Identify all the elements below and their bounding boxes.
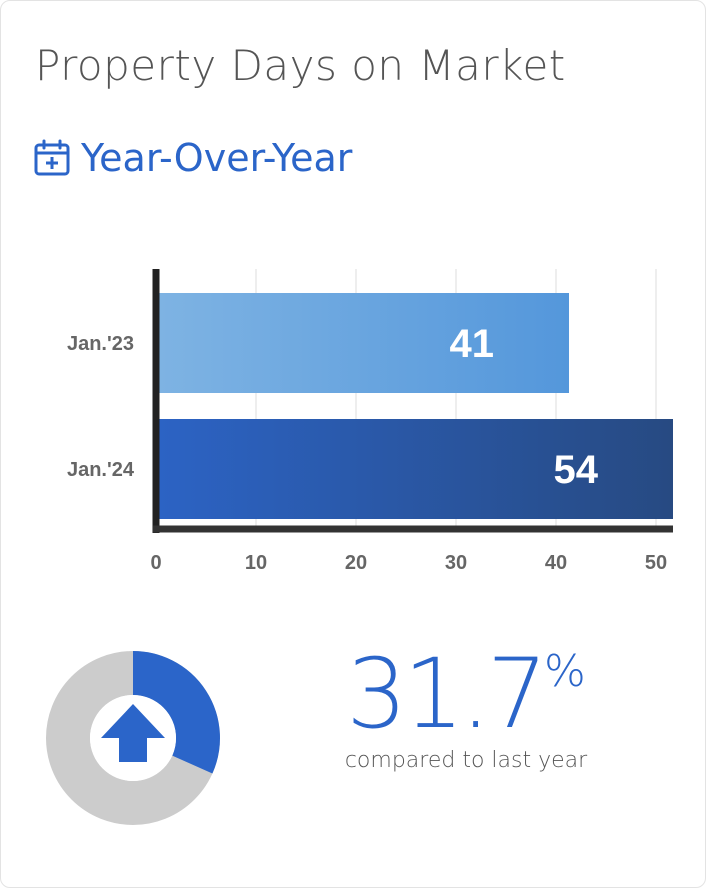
bar-value-label: 54 — [554, 448, 599, 492]
change-donut — [46, 651, 220, 825]
bar-chart: 0 10 20 30 40 50 Jan.'23 41 Jan.'24 54 — [67, 269, 673, 574]
percent-value-row: 31.7% — [331, 646, 601, 742]
bar — [159, 419, 673, 519]
percent-sign: % — [543, 646, 586, 697]
percent-value: 31.7 — [346, 638, 548, 750]
subtitle-row: Year-Over-Year — [33, 136, 352, 180]
y-category-label: Jan.'23 — [67, 333, 134, 355]
calendar-plus-icon — [34, 139, 70, 176]
card-title: Property Days on Market — [35, 41, 566, 90]
x-tick-label: 0 — [150, 552, 161, 574]
donut-progress-arc — [132, 651, 220, 774]
arrow-up-icon — [101, 704, 165, 762]
x-tick-label: 50 — [645, 552, 667, 574]
x-tick-label: 30 — [445, 552, 467, 574]
x-tick-label: 20 — [345, 552, 367, 574]
x-tick-label: 10 — [245, 552, 267, 574]
percent-summary: 31.7% compared to last year — [331, 646, 601, 773]
y-category-label: Jan.'24 — [67, 459, 135, 481]
comparison-caption: compared to last year — [344, 748, 588, 773]
x-tick-label: 40 — [545, 552, 567, 574]
chart-subtitle: Year-Over-Year — [81, 136, 353, 180]
bar — [159, 293, 569, 393]
bar-value-label: 41 — [450, 322, 495, 366]
